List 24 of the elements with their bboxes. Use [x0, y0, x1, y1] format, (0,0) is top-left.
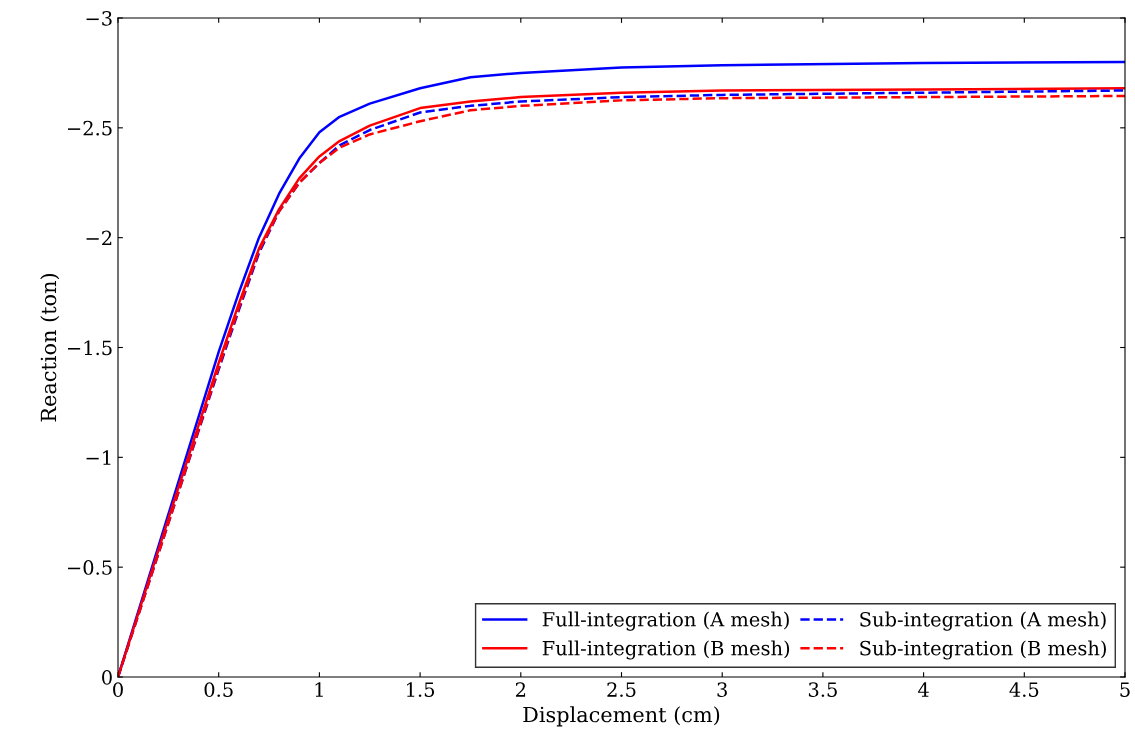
y-tick-label: −2 — [86, 230, 112, 246]
y-tick-label: −3 — [86, 10, 112, 26]
y-tick-label: −2.5 — [67, 120, 112, 136]
legend-label: Sub-integration (B mesh) — [860, 640, 1106, 660]
x-axis-title: Displacement (cm) — [523, 706, 720, 727]
legend-label: Full-integration (A mesh) — [542, 611, 789, 631]
y-tick-label: −1 — [86, 450, 111, 465]
x-tick-label: 5 — [1120, 682, 1130, 697]
x-tick-label: 0.5 — [204, 682, 233, 697]
y-tick-label: −0.5 — [67, 560, 112, 575]
x-tick-label: 1.5 — [407, 682, 435, 697]
y-axis-title: Reaction (ton) — [40, 273, 60, 422]
x-tick-label: 0 — [113, 682, 123, 697]
x-tick-label: 4 — [918, 682, 929, 697]
x-tick-label: 1 — [315, 682, 323, 697]
x-tick-label: 4.5 — [1009, 682, 1039, 697]
y-tick-label: −1.5 — [67, 340, 112, 356]
x-tick-label: 3 — [717, 682, 727, 697]
legend-label: Sub-integration (A mesh) — [860, 611, 1106, 631]
x-tick-label: 2 — [515, 682, 526, 697]
legend-label: Full-integration (B mesh) — [542, 640, 790, 660]
x-tick-label: 2.5 — [607, 682, 636, 697]
y-tick-label: 0 — [102, 669, 112, 685]
x-tick-label: 3.5 — [808, 682, 837, 697]
